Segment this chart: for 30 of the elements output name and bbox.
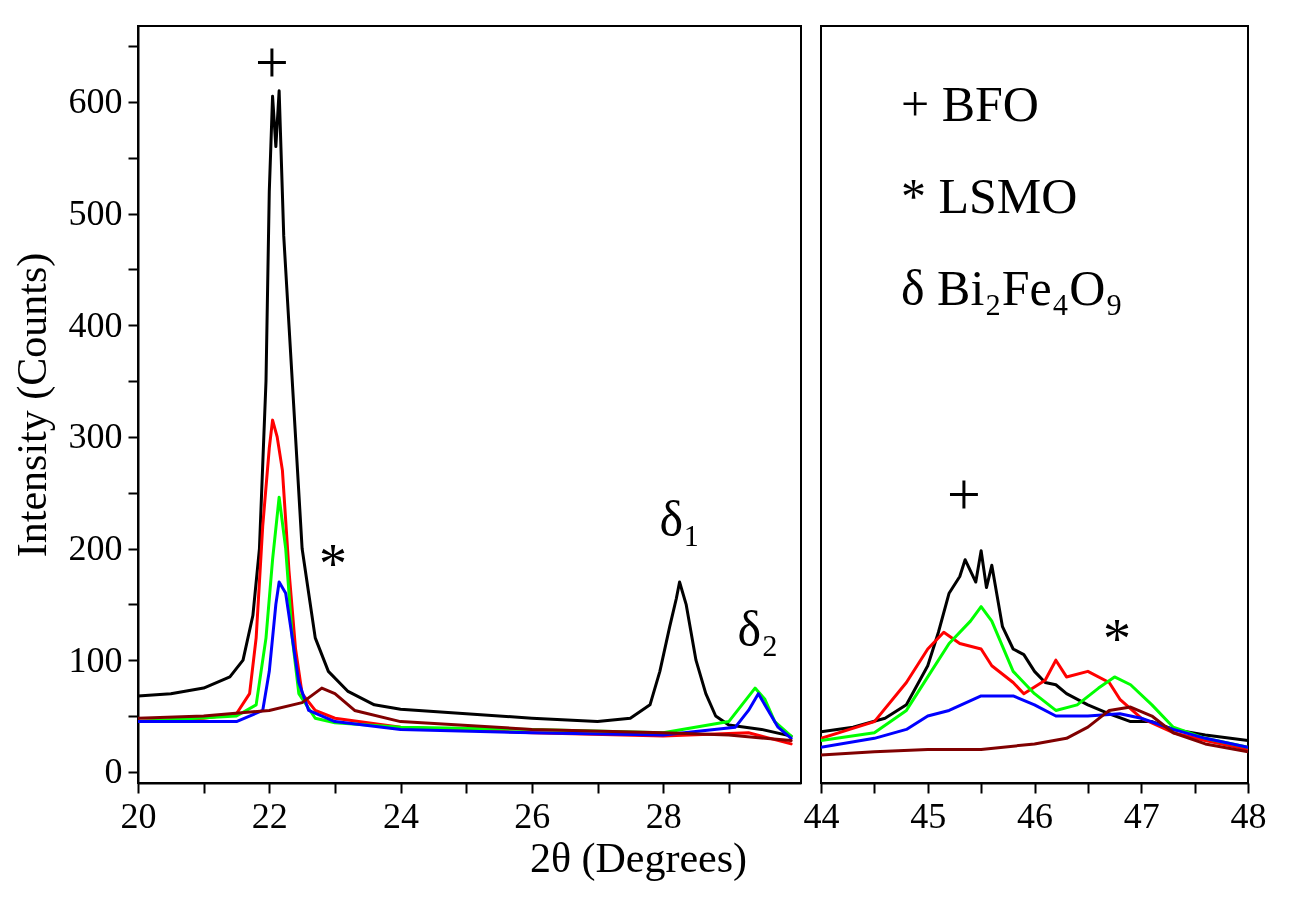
y-tick-label: 400 <box>68 304 123 345</box>
x-tick-label: 45 <box>910 795 947 836</box>
y-tick-label: 100 <box>68 639 123 680</box>
annotation: + <box>255 29 289 95</box>
x-tick-label: 44 <box>803 795 840 836</box>
x-tick-label: 24 <box>383 795 420 836</box>
line-series <box>138 686 793 743</box>
annotation: δ₁ <box>659 491 701 547</box>
x-tick-label: 26 <box>514 795 551 836</box>
x-tick-label: 47 <box>1123 795 1160 836</box>
annotation: δ Bi₂Fe₄O₉ <box>901 260 1123 316</box>
annotation: * <box>319 533 347 595</box>
line-series <box>138 580 793 740</box>
y-tick-label: 500 <box>68 193 123 234</box>
annotation: + <box>947 461 981 527</box>
y-tick-label: 300 <box>68 416 123 457</box>
x-tick-label: 48 <box>1230 795 1267 836</box>
x-tick-label: 28 <box>645 795 682 836</box>
x-axis-title: 2θ (Degrees) <box>529 835 748 882</box>
x-tick-label: 22 <box>251 795 288 836</box>
y-tick-label: 200 <box>68 528 123 569</box>
y-tick-label: 0 <box>104 751 123 792</box>
annotation: + BFO <box>901 76 1039 132</box>
x-tick-label: 20 <box>120 795 157 836</box>
y-axis-title: Intensity (Counts) <box>8 252 56 558</box>
y-tick-label: 600 <box>68 81 123 122</box>
annotation: * <box>1103 608 1131 670</box>
annotation: * LSMO <box>901 168 1078 224</box>
annotation: δ₂ <box>737 601 779 657</box>
x-tick-label: 46 <box>1017 795 1053 836</box>
